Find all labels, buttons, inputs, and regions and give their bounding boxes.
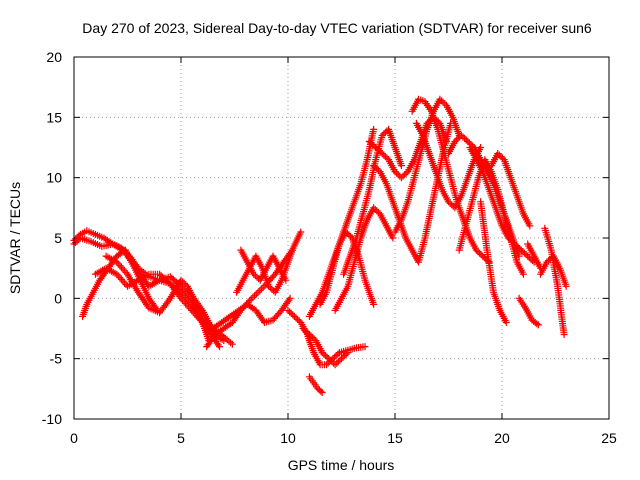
series-markers (299, 325, 352, 369)
x-tick-label: 15 (387, 430, 403, 446)
series-arc-11 (305, 373, 326, 396)
x-tick-label: 5 (177, 430, 185, 446)
series-markers (209, 294, 294, 332)
series-arc-9 (237, 246, 290, 284)
y-axis-label: SDTVAR / TECUs (7, 182, 23, 294)
series-markers (237, 246, 290, 284)
x-tick-label: 20 (494, 430, 510, 446)
y-tick-label: 20 (46, 49, 62, 65)
series-arc-5 (91, 264, 223, 351)
chart-title: Day 270 of 2023, Sidereal Day-to-day VTE… (82, 20, 592, 36)
y-tick-label: 10 (46, 170, 62, 186)
series-arc-15 (331, 204, 397, 314)
x-tick-label: 25 (601, 430, 617, 446)
series-arc-7 (209, 294, 294, 332)
x-tick-label: 10 (280, 430, 296, 446)
series-markers (524, 240, 544, 272)
y-tick-label: 0 (54, 290, 62, 306)
x-tick-label: 0 (70, 430, 78, 446)
series-arc-12 (299, 325, 352, 369)
y-tick-label: -5 (50, 351, 63, 367)
series-markers (541, 224, 568, 338)
y-tick-label: -10 (42, 411, 62, 427)
series-arc-27 (515, 294, 542, 329)
data-points (70, 95, 570, 396)
series-arc-25 (477, 198, 510, 326)
series-markers (477, 198, 510, 326)
series-arc-30 (541, 224, 568, 338)
series-markers (515, 294, 542, 329)
series-markers (331, 204, 397, 314)
series-arc-28 (524, 240, 544, 272)
series-arc-26 (487, 150, 534, 230)
series-markers (487, 150, 534, 230)
plot-frame (73, 56, 610, 420)
series-markers (455, 156, 527, 278)
series-markers (91, 264, 223, 351)
series-arc-24 (455, 156, 527, 278)
series-arc-21 (412, 119, 485, 212)
x-axis-label: GPS time / hours (288, 457, 395, 473)
series-markers (412, 119, 485, 212)
y-tick-label: 5 (54, 230, 62, 246)
y-tick-label: 15 (46, 109, 62, 125)
series-markers (305, 373, 326, 396)
